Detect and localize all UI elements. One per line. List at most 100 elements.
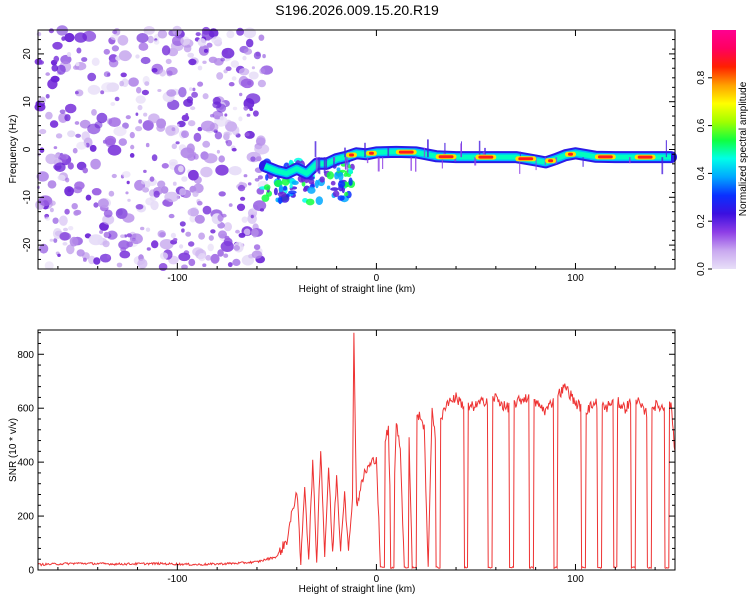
spectrogram-signal-band [258,139,677,206]
noise-blob [254,178,260,182]
noise-blob [250,214,254,219]
noise-blob [89,144,97,152]
colorbar-tick-label: 0.8 [696,70,707,84]
noise-blob [172,181,177,186]
noise-blob [72,147,78,154]
noise-blob [165,124,180,136]
noise-blob [94,121,103,129]
noise-blob [157,29,168,39]
noise-blob [135,54,140,59]
noise-blob [216,72,224,80]
noise-blob [138,42,149,51]
noise-blob [111,173,117,179]
noise-blob [232,106,238,111]
noise-blob [200,166,213,178]
noise-blob [243,27,257,39]
noise-blob [179,221,186,227]
noise-blob [224,113,228,117]
spectrogram-x-label: Height of straight line (km) [299,284,416,295]
noise-blob [189,185,197,193]
noise-blob [75,91,79,95]
y-tick-label: 0 [22,146,33,152]
noise-blob [45,111,53,120]
signal-blob [307,186,316,194]
noise-blob [153,190,160,198]
noise-blob [189,87,193,91]
noise-blob [190,106,196,111]
noise-blob [91,109,97,116]
colorbar-ticks: 0.0 0.2 0.4 0.6 0.8 [696,70,712,276]
noise-blob [176,123,180,127]
noise-blob [57,174,66,181]
noise-blob [66,52,72,57]
noise-blob [236,27,245,36]
noise-blob [136,33,149,43]
signal-blob [305,198,315,206]
noise-blob [45,72,50,76]
noise-blob [101,82,115,93]
noise-blob [197,81,204,87]
noise-blob [74,121,80,125]
noise-blob [142,187,150,193]
noise-blob [251,228,259,237]
noise-blob [185,231,192,237]
signal-blob [261,194,270,202]
noise-blob [135,95,146,104]
noise-blob [49,200,56,206]
noise-blob [228,166,242,176]
noise-blob [198,232,206,240]
noise-blob [192,191,199,197]
noise-blob [119,80,125,87]
noise-blob [194,214,205,224]
signal-blob [334,172,339,180]
noise-blob [87,84,101,95]
signal-blob [288,190,297,195]
noise-blob [197,38,207,47]
noise-blob [110,102,116,106]
noise-blob [210,253,220,264]
noise-blob [181,114,190,122]
noise-blob [54,162,66,172]
noise-blob [53,146,58,150]
noise-blob [138,119,143,124]
noise-blob [259,68,266,75]
signal-blob [315,196,323,206]
noise-blob [55,133,63,139]
x-tick-label: 100 [567,273,584,284]
noise-blob [206,36,211,41]
noise-blob [87,72,97,82]
noise-blob [45,94,50,99]
noise-blob [67,188,72,193]
noise-blob [38,195,53,206]
noise-blob [222,48,229,55]
noise-blob [103,71,111,78]
noise-blob [259,208,265,212]
noise-blob [197,200,203,206]
noise-blob [157,180,166,189]
noise-blob [254,143,270,155]
noise-blob [239,92,243,97]
noise-blob [39,128,47,135]
noise-blob [195,32,201,37]
noise-blob [103,48,111,55]
noise-blob [125,191,129,195]
noise-blob [159,69,167,77]
noise-blob [74,181,85,190]
noise-blob [244,132,250,137]
noise-blob [257,79,266,88]
noise-blob [149,176,155,182]
noise-blob [159,239,174,250]
noise-blob [253,244,261,251]
noise-blob [128,77,139,87]
noise-blob [67,162,74,170]
noise-blob [236,203,246,211]
noise-blob [178,252,191,262]
noise-blob [166,66,178,76]
noise-blob [71,203,78,210]
spectrogram-noise-region [34,25,273,271]
signal-blob [330,180,336,186]
signal-blob [301,181,306,187]
noise-blob [181,130,189,138]
